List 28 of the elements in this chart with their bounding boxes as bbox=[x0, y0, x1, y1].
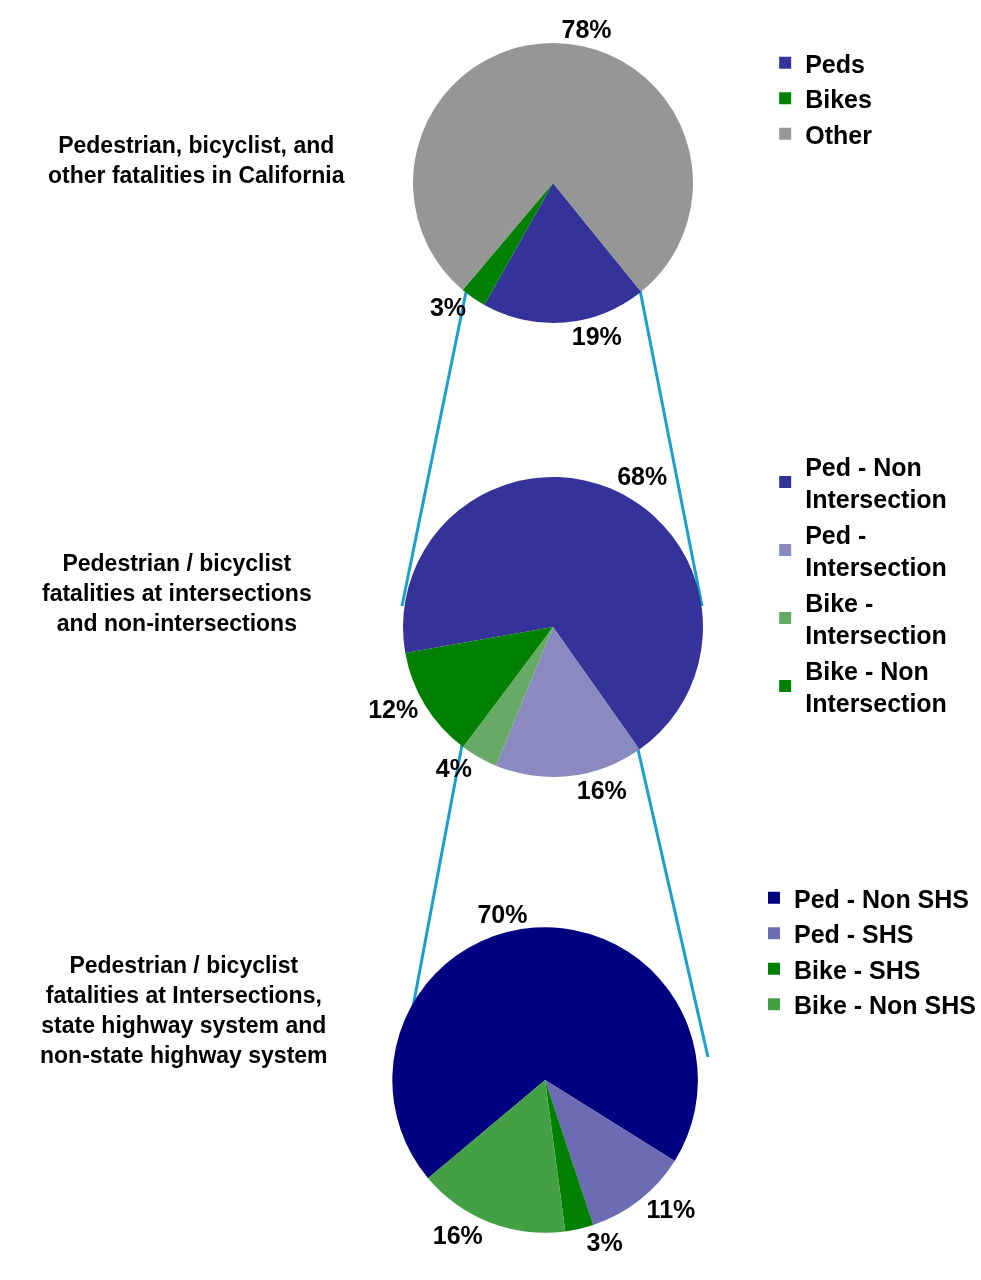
legend-label: Ped - Non SHS bbox=[794, 884, 970, 913]
pie-slice bbox=[392, 927, 698, 1179]
data-label: 16% bbox=[432, 1220, 483, 1249]
legend-label: Other bbox=[805, 120, 873, 149]
data-label: 68% bbox=[617, 462, 668, 491]
legend-label: Bikes bbox=[805, 85, 872, 113]
data-label: 11% bbox=[646, 1194, 696, 1223]
legend-label: Ped - SHS bbox=[794, 920, 914, 948]
text: Pedestrian / bicyclist fatalities at intersections and non-intersections bbox=[42, 550, 312, 636]
pie-slice bbox=[545, 1080, 594, 1232]
legend-label: Bike - SHS bbox=[794, 955, 921, 984]
legend-label: Bike - Non Intersection bbox=[805, 656, 947, 717]
data-label: 78% bbox=[561, 15, 612, 44]
data-label: 19% bbox=[571, 322, 622, 351]
pie-slice bbox=[495, 627, 640, 777]
pie-slice bbox=[413, 43, 693, 292]
legend-label: Bike - Non SHS bbox=[794, 991, 976, 1019]
text: Pedestrian / bicyclist fatalities at Intersections, state highway system and non-state highway system bbox=[40, 952, 328, 1068]
pie-slice bbox=[484, 183, 642, 323]
data-label: 16% bbox=[576, 775, 627, 804]
legend-label: Peds bbox=[805, 49, 865, 78]
text: Pedestrian, bicyclist, and other fatalities in California bbox=[48, 132, 345, 188]
legend-label: Bike - Intersection bbox=[805, 588, 947, 649]
data-label: 3% bbox=[586, 1228, 623, 1257]
legend-label: Ped - Intersection bbox=[805, 520, 947, 581]
data-label: 70% bbox=[477, 899, 528, 928]
legend-label: Ped - Non Intersection bbox=[805, 452, 947, 513]
data-label: 12% bbox=[368, 695, 419, 724]
